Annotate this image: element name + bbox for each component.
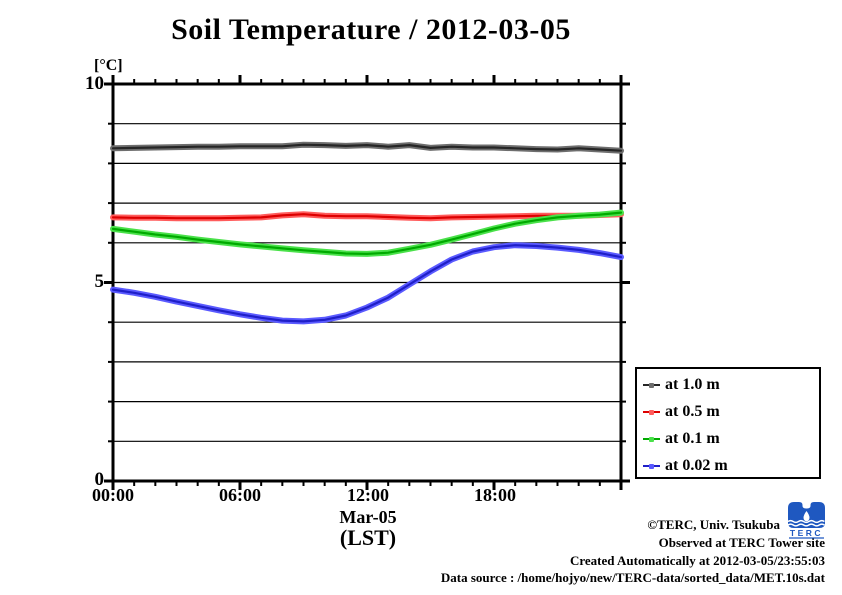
legend-line-sample-icon [643,435,660,443]
legend-line-sample-icon [643,462,660,470]
x-axis-timezone-label: (LST) [339,525,397,550]
legend-item-0.5m: at 0.5 m [643,398,819,425]
legend-item-0.02m: at 0.02 m [643,452,819,479]
legend-line-sample-icon [643,408,660,416]
terc-logo-text: TERC [790,528,823,538]
footer-data-source-path: Data source : /home/hojyo/new/TERC-data/… [440,570,825,585]
chart-title: Soil Temperature / 2012-03-05 [171,13,571,46]
legend-line-sample-icon [643,381,660,389]
terc-logo-icon: TERC [787,502,825,539]
legend-item-0.1m: at 0.1 m [643,425,819,452]
y-axis-unit-label: [°C] [94,57,123,74]
legend-label: at 0.02 m [665,456,728,474]
legend-label: at 0.1 m [665,429,720,447]
x-tick-label-1200: 12:00 [347,485,389,505]
legend: at 1.0 m at 0.5 m at 0.1 m at 0.02 m [635,367,821,479]
y-tick-label-10: 10 [85,73,104,94]
x-tick-label-0000: 00:00 [92,485,134,505]
footer-created-timestamp: Created Automatically at 2012-03-05/23:5… [569,553,825,568]
legend-item-1.0m: at 1.0 m [643,371,819,398]
x-axis-date-label: Mar-05 [339,507,397,527]
x-tick-label-1800: 18:00 [474,485,516,505]
footer-copyright: ©TERC, Univ. Tsukuba [647,517,780,532]
legend-label: at 0.5 m [665,402,720,420]
legend-label: at 1.0 m [665,375,720,393]
x-tick-label-0600: 06:00 [219,485,261,505]
y-tick-label-0: 0 [94,469,105,490]
y-tick-label-5: 5 [94,271,105,292]
footer-observed-site: Observed at TERC Tower site [658,535,825,550]
